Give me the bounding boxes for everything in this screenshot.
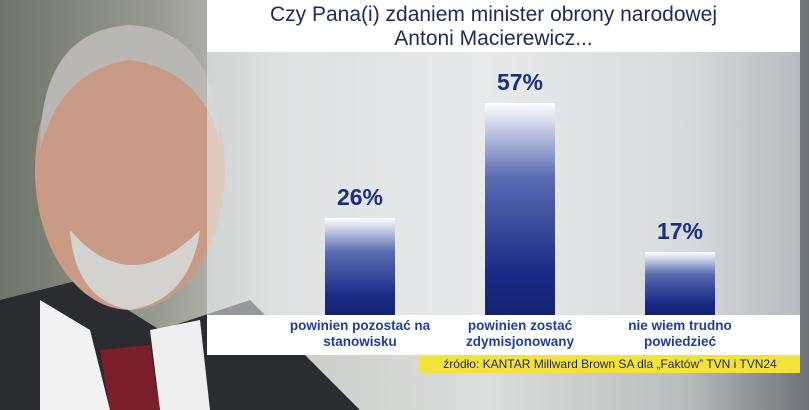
x-tick-label: powinien zostać zdymisjonowany	[465, 318, 575, 349]
bar	[325, 218, 395, 315]
source: źródło: KANTAR Millward Brown SA dla „Fa…	[420, 355, 800, 373]
bar	[485, 102, 555, 315]
x-tick-label: nie wiem trudno powiedzieć	[628, 318, 732, 349]
photo	[0, 25, 360, 410]
bar	[645, 251, 715, 315]
x-tick-label: powinien pozostać na stanowisku	[289, 318, 431, 349]
value-label: 57%	[496, 68, 544, 95]
chart-title: Czy Pana(i) zdaniem minister obrony naro…	[207, 0, 800, 52]
value-label: 17%	[656, 217, 704, 244]
label-strip	[207, 315, 800, 355]
value-label: 26%	[336, 184, 384, 211]
